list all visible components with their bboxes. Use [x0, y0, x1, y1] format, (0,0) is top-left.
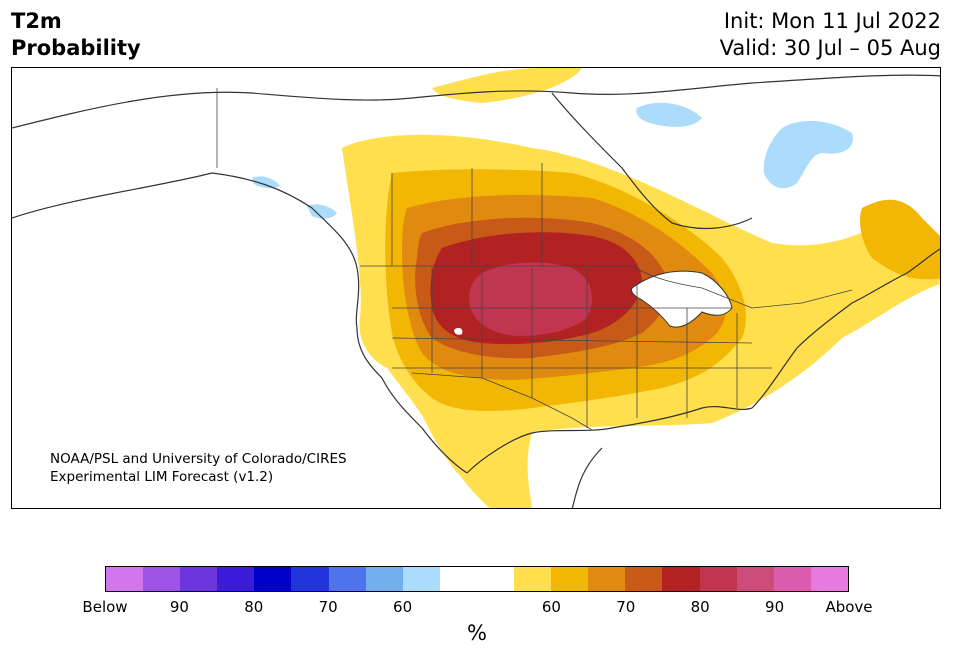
- colorbar-cell: [180, 567, 218, 591]
- colorbar-tick-label: Below: [82, 598, 128, 616]
- shade-85-90: [469, 262, 592, 336]
- colorbar-unit: %: [467, 621, 487, 645]
- colorbar-cell: [143, 567, 181, 591]
- pacific-coast: [12, 172, 468, 474]
- map-credit: NOAA/PSL and University of Colorado/CIRE…: [50, 450, 347, 486]
- colorbar-cell: [291, 567, 329, 591]
- colorbar-cell: [365, 567, 403, 591]
- colorbar-tick-label: 80: [244, 598, 264, 616]
- shade-60-70-ne: [860, 199, 940, 280]
- colorbar-cell: [328, 567, 366, 591]
- coastlines: [12, 74, 940, 508]
- colorbar-tick-label: 60: [541, 598, 561, 616]
- colorbar-cell: [773, 567, 811, 591]
- colorbar-cell: [699, 567, 737, 591]
- valid-range: Valid: 30 Jul – 05 Aug: [719, 36, 941, 60]
- credit-line-1: NOAA/PSL and University of Colorado/CIRE…: [50, 451, 347, 467]
- colorbar-cell: [514, 567, 552, 591]
- shade-mexico-yellow: [417, 398, 472, 478]
- great-salt-lake: [454, 327, 463, 335]
- atlantic-coast: [796, 248, 940, 349]
- quebec-lakes: [763, 120, 853, 189]
- alaska-bay-2: [252, 176, 280, 189]
- title-line-1: T2m: [11, 9, 62, 33]
- colorbar-cell: [736, 567, 774, 591]
- probability-shading: [342, 68, 940, 508]
- colorbar-cell: [217, 567, 255, 591]
- water-bodies: [252, 102, 853, 335]
- colorbar-tick-label: Above: [825, 598, 873, 616]
- colorbar-tick-label: 90: [765, 598, 785, 616]
- probability-colorbar: [105, 566, 849, 592]
- colorbar-tick-label: 70: [616, 598, 636, 616]
- shade-yellow-nw: [432, 68, 582, 103]
- credit-line-2: Experimental LIM Forecast (v1.2): [50, 469, 274, 485]
- colorbar-cell: [254, 567, 292, 591]
- title-line-2: Probability: [11, 36, 141, 60]
- mexico-coast: [571, 447, 603, 508]
- forecast-map: NOAA/PSL and University of Colorado/CIRE…: [11, 67, 941, 509]
- colorbar-cell: [810, 567, 848, 591]
- colorbar-cell: [662, 567, 700, 591]
- colorbar-tick-label: 80: [690, 598, 710, 616]
- colorbar-tick-label: 60: [393, 598, 413, 616]
- map-title: T2m Probability: [11, 8, 141, 62]
- gulf-coast: [466, 347, 798, 474]
- state-line-h2: [391, 337, 753, 344]
- hudson-bay-coast: [551, 92, 753, 230]
- hudson-bay-lakes: [636, 102, 702, 127]
- colorbar-tick-label: 70: [318, 598, 338, 616]
- colorbar-tick-label: 90: [169, 598, 189, 616]
- political-borders: [216, 88, 853, 431]
- colorbar-cell: [439, 567, 477, 591]
- init-date: Init: Mon 11 Jul 2022: [723, 9, 941, 33]
- map-canvas: [12, 68, 940, 508]
- canada-us-border: [360, 265, 853, 309]
- colorbar-cell: [476, 567, 515, 591]
- colorbar-cell: [625, 567, 663, 591]
- colorbar-labels: Below 90 80 70 60 60 70 80 90 Above: [0, 598, 953, 618]
- colorbar-cell: [106, 567, 144, 591]
- great-lakes: [631, 270, 733, 328]
- alaska-bay: [307, 204, 337, 219]
- colorbar-cell: [551, 567, 589, 591]
- colorbar-cell: [402, 567, 440, 591]
- arctic-coast: [12, 74, 940, 129]
- colorbar-cell: [588, 567, 626, 591]
- forecast-dates: Init: Mon 11 Jul 2022 Valid: 30 Jul – 05…: [720, 8, 941, 62]
